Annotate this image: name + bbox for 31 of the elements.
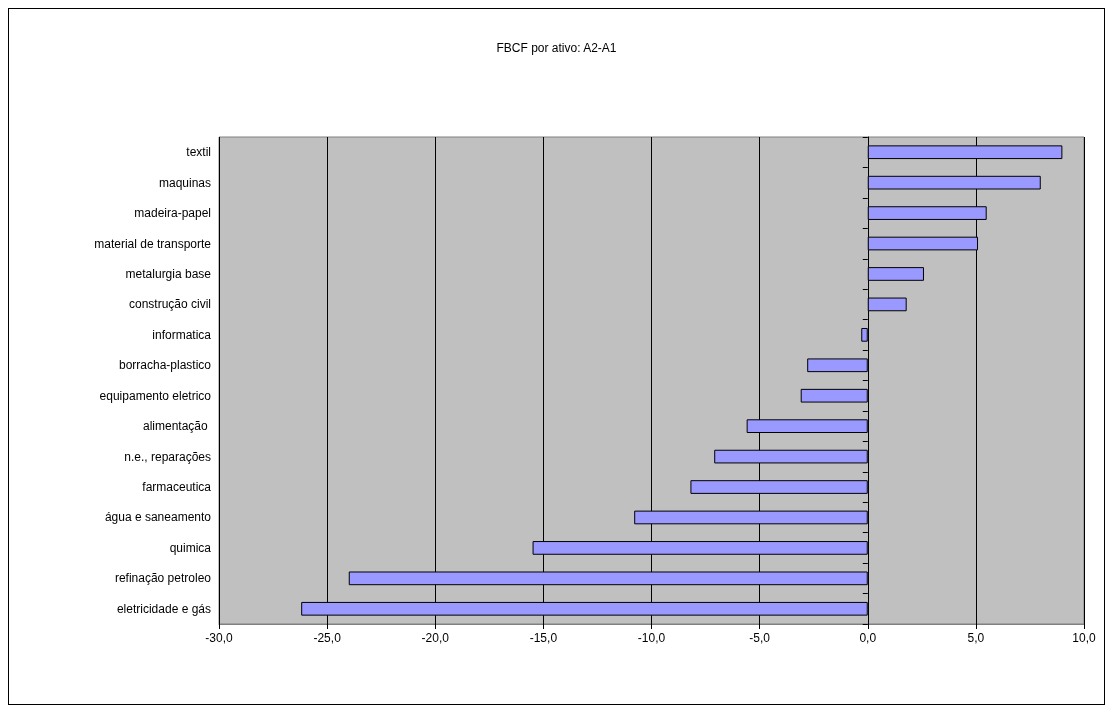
bar — [800, 388, 868, 403]
x-tick-label: -30,0 — [205, 631, 233, 645]
x-tick-label: 10,0 — [1072, 631, 1096, 645]
x-tick-label: 5,0 — [967, 631, 985, 645]
y-tick-label: material de transporte — [94, 236, 212, 251]
y-tick-label: informatica — [152, 327, 212, 342]
x-tick-label: -25,0 — [313, 631, 342, 645]
y-tick-label: maquinas — [158, 175, 211, 190]
y-tick-label: borracha-plastico — [118, 358, 212, 373]
x-tick-label: -5,0 — [749, 631, 771, 645]
chart-title: FBCF por ativo: A2-A1 — [496, 41, 617, 55]
y-tick-label: equipamento eletrico — [99, 388, 212, 403]
y-tick-label: quimica — [169, 540, 212, 555]
x-tick-label: -20,0 — [421, 631, 450, 645]
y-tick-label: metalurgia base — [125, 266, 212, 281]
bar — [861, 328, 868, 342]
y-tick-label: água e saneamento — [104, 510, 212, 525]
x-tick-label: 0,0 — [859, 631, 877, 645]
x-tick-label: -15,0 — [529, 631, 558, 645]
y-tick-label: textil — [186, 145, 211, 160]
y-tick-label: refinação petroleo — [114, 571, 212, 586]
y-tick-label: eletricidade e gás — [116, 601, 211, 616]
y-tick-label: n.e., reparações — [124, 449, 211, 464]
y-tick-label: madeira-papel — [134, 206, 211, 221]
bar — [867, 297, 907, 312]
bar — [807, 358, 868, 373]
x-tick-label: -10,0 — [637, 631, 666, 645]
y-tick-label: alimentação — [142, 419, 211, 434]
y-tick-label: farmaceutica — [142, 480, 212, 495]
bar — [867, 267, 924, 281]
y-tick-label: construção civil — [128, 297, 211, 312]
